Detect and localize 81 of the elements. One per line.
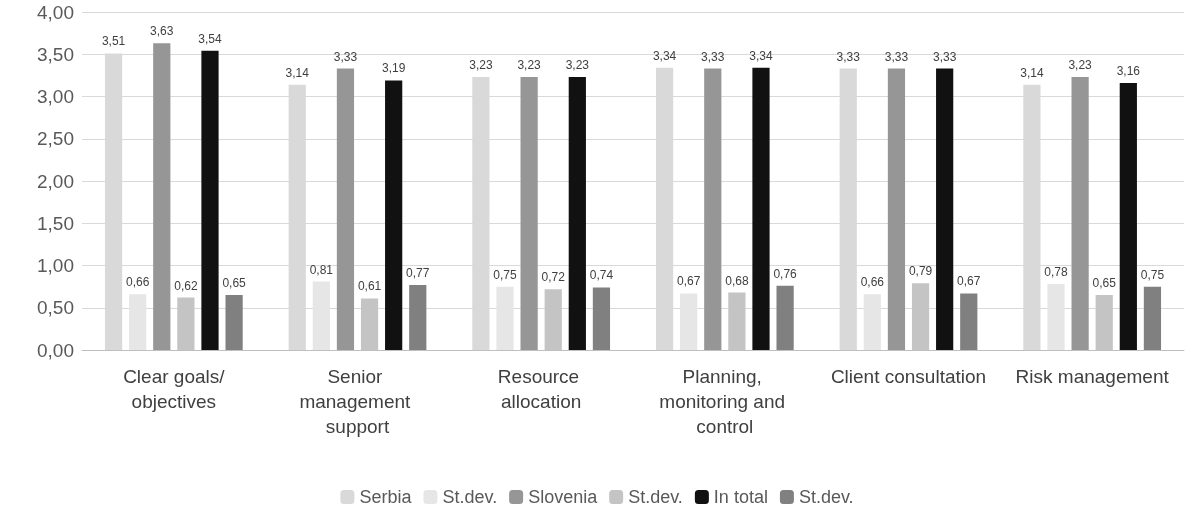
legend-label: Slovenia xyxy=(528,487,599,507)
data-label: 3,33 xyxy=(701,49,725,64)
bar xyxy=(776,285,794,350)
data-label: 3,33 xyxy=(884,49,909,64)
legend-label: In total xyxy=(713,487,768,507)
x-tick-label: Client consultation xyxy=(830,366,987,387)
bar xyxy=(385,80,403,350)
data-label: 3,14 xyxy=(1020,65,1044,80)
data-label: 0,66 xyxy=(125,275,150,290)
x-tick-label: Senior management support xyxy=(299,366,416,437)
data-label: 0,81 xyxy=(309,262,334,277)
bar xyxy=(312,281,330,350)
data-label: 3,23 xyxy=(517,58,542,73)
data-label: 0,68 xyxy=(725,273,749,288)
data-label: 0,77 xyxy=(406,265,430,280)
y-tick-label: 1,50 xyxy=(37,212,74,234)
y-tick-label: 0,50 xyxy=(37,297,74,319)
data-label: 3,51 xyxy=(101,34,126,49)
data-label: 3,33 xyxy=(932,49,957,64)
data-label: 0,66 xyxy=(860,275,885,290)
bar xyxy=(887,68,906,350)
data-label: 3,23 xyxy=(565,58,590,73)
bar xyxy=(1047,284,1065,350)
y-tick-label: 3,50 xyxy=(37,43,74,65)
y-tick-label: 0,00 xyxy=(37,339,74,361)
bar xyxy=(680,293,698,350)
bar xyxy=(704,68,722,350)
data-label: 0,74 xyxy=(589,268,614,283)
bar xyxy=(520,77,538,350)
data-label: 3,19 xyxy=(381,61,406,76)
legend-label: Serbia xyxy=(359,487,413,507)
x-tick-label: Planning, monitoring and control xyxy=(659,366,791,437)
bar xyxy=(225,295,243,350)
data-label: 3,33 xyxy=(333,49,358,64)
data-label: 3,34 xyxy=(749,48,773,63)
data-label: 3,33 xyxy=(836,49,861,64)
x-tick-label: Risk management xyxy=(1015,366,1170,387)
data-label: 0,75 xyxy=(493,267,518,282)
bar xyxy=(568,77,586,350)
legend-label: St.dev. xyxy=(442,487,498,507)
bar xyxy=(129,294,147,350)
bar xyxy=(496,286,514,350)
data-label: 0,61 xyxy=(357,279,382,294)
data-label: 0,72 xyxy=(541,270,566,285)
bar xyxy=(409,284,427,350)
bar xyxy=(336,68,355,350)
y-tick-label: 4,00 xyxy=(37,1,74,23)
data-label: 0,65 xyxy=(1092,276,1117,291)
data-label: 3,14 xyxy=(285,65,310,80)
legend-label: St.dev. xyxy=(798,487,854,507)
data-label: 0,67 xyxy=(676,274,701,289)
data-label: 3,23 xyxy=(1068,58,1093,73)
bar xyxy=(1119,82,1137,350)
data-label: 3,63 xyxy=(150,24,174,39)
data-label: 0,79 xyxy=(908,264,933,279)
bar xyxy=(936,68,954,350)
data-label: 0,67 xyxy=(957,274,981,289)
bar xyxy=(863,294,881,350)
bar xyxy=(592,287,611,350)
data-label: 0,78 xyxy=(1044,265,1069,280)
bar xyxy=(752,67,770,350)
y-tick-label: 2,00 xyxy=(37,170,74,192)
data-label: 0,65 xyxy=(222,276,247,291)
bar xyxy=(960,293,978,350)
y-tick-label: 1,00 xyxy=(37,255,74,276)
bar xyxy=(153,43,171,350)
data-label: 0,76 xyxy=(773,266,798,281)
data-label: 3,23 xyxy=(469,58,493,73)
y-tick-label: 3,00 xyxy=(37,86,74,107)
legend-label: St.dev. xyxy=(628,487,683,507)
x-tick-label: Clear goals/objectives xyxy=(123,366,226,412)
bar xyxy=(1071,77,1089,350)
y-tick-label: 2,50 xyxy=(37,128,74,150)
bar xyxy=(1143,286,1162,350)
data-label: 3,16 xyxy=(1116,63,1141,78)
data-label: 0,62 xyxy=(174,278,198,293)
data-label: 3,54 xyxy=(198,31,222,46)
x-tick-label: Resource allocation xyxy=(497,366,585,412)
data-label: 0,75 xyxy=(1140,267,1165,282)
bar xyxy=(201,50,219,350)
data-label: 3,34 xyxy=(652,48,677,63)
